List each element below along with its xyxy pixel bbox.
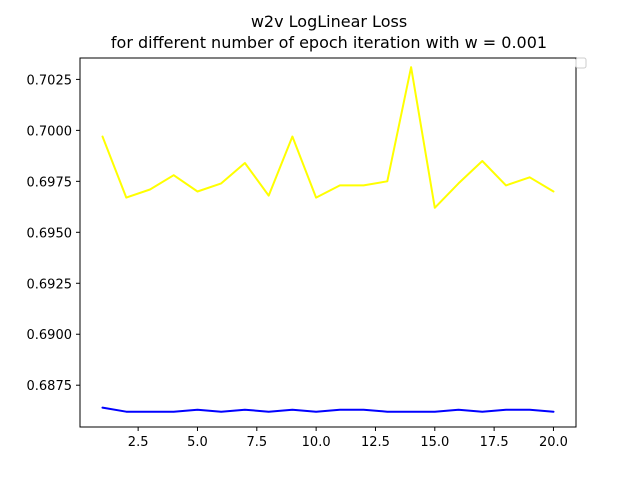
x-tick-label: 10.0 bbox=[302, 435, 331, 450]
chart-subtitle: for different number of epoch iteration … bbox=[111, 33, 547, 52]
x-tick-label: 12.5 bbox=[361, 435, 390, 450]
x-tick-label: 20.0 bbox=[539, 435, 568, 450]
y-tick-label: 0.7025 bbox=[27, 73, 73, 88]
plot-area bbox=[101, 66, 555, 413]
x-tick-label: 17.5 bbox=[480, 435, 509, 450]
y-tick-label: 0.6875 bbox=[27, 379, 73, 394]
x-tick-label: 15.0 bbox=[420, 435, 449, 450]
axes-frame bbox=[79, 57, 577, 428]
y-tick-label: 0.6975 bbox=[27, 175, 73, 190]
y-tick-label: 0.7000 bbox=[27, 124, 73, 139]
y-axis: 0.6875 0.6900 0.6925 0.6950 0.6975 0.7000 0.70… bbox=[27, 73, 80, 394]
y-tick-label: 0.6925 bbox=[27, 277, 73, 292]
chart-title: w2v LogLinear Loss bbox=[251, 12, 407, 31]
x-axis: 2.5 5.0 7.5 10.0 12.5 15.0 17.5 20.0 bbox=[128, 427, 568, 450]
series-line-1 bbox=[101, 66, 555, 209]
legend bbox=[575, 57, 587, 69]
x-tick-label: 2.5 bbox=[128, 435, 149, 450]
y-tick-label: 0.6900 bbox=[27, 328, 73, 343]
x-tick-label: 5.0 bbox=[187, 435, 208, 450]
y-tick-label: 0.6950 bbox=[27, 226, 73, 241]
x-tick-label: 7.5 bbox=[246, 435, 267, 450]
series-line-2 bbox=[101, 406, 555, 413]
